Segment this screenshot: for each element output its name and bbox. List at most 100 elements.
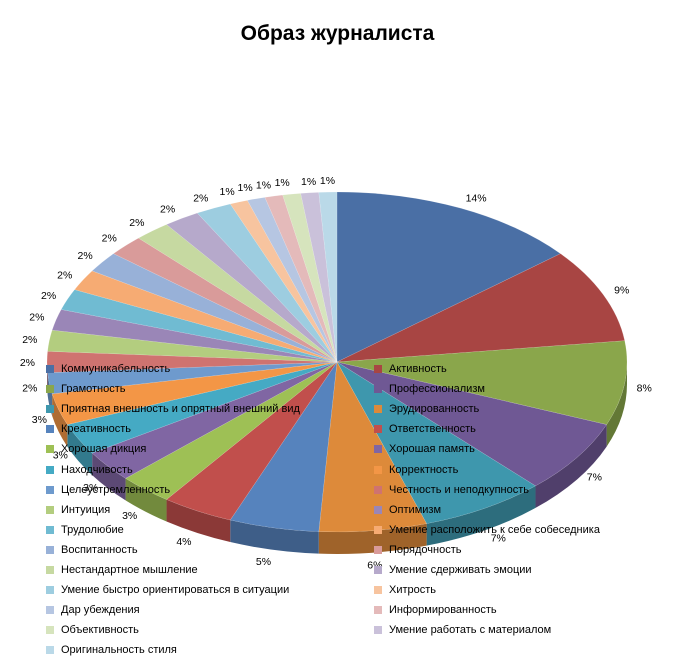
pie-slice-1	[336, 191, 561, 363]
pie-slice-2	[336, 253, 626, 363]
pie-slice-11	[66, 361, 338, 454]
legend-swatch	[46, 566, 54, 574]
legend-label: Объективность	[61, 624, 139, 637]
data-label-12: 3%	[32, 414, 47, 426]
data-label-10: 3%	[83, 482, 98, 494]
legend-label: Находчивость	[61, 463, 133, 476]
data-label-28: 1%	[301, 176, 316, 188]
legend-label: Умение работать с материалом	[389, 624, 552, 637]
pie-slice-6	[318, 361, 428, 533]
pie-slice-side-4	[535, 424, 607, 508]
legend-label: Нестандартное мышление	[61, 564, 198, 576]
pie-slice-19	[91, 253, 338, 363]
legend-label: Дар убеждения	[61, 604, 140, 617]
legend-label: Информированность	[389, 604, 497, 617]
legend-swatch	[374, 606, 382, 615]
legend-label: Умение расположить к себе собеседника	[389, 523, 600, 536]
data-label-25: 1%	[238, 182, 253, 194]
legend-swatch	[374, 525, 382, 534]
data-label-24: 1%	[220, 186, 235, 198]
legend-swatch	[374, 545, 382, 554]
legend-swatch	[46, 545, 54, 554]
pie-slice-27	[282, 193, 338, 363]
data-label-15: 2%	[22, 334, 37, 346]
data-label-26: 1%	[256, 179, 271, 191]
legend-swatch	[46, 425, 54, 434]
legend-swatch	[46, 525, 54, 534]
legend-label: Трудолюбие	[61, 523, 124, 536]
pie-slice-17	[60, 289, 338, 363]
legend-swatch	[374, 626, 382, 635]
pie-slice-side-8	[166, 499, 231, 543]
legend-label: Умение сдерживать эмоции	[389, 564, 532, 576]
legend-label: Ответственность	[389, 423, 476, 436]
pie-slice-side-3	[606, 362, 627, 447]
data-label-23: 2%	[193, 192, 208, 204]
pie-slice-29	[318, 191, 338, 363]
legend-swatch	[46, 465, 54, 474]
data-label-8: 4%	[176, 536, 191, 548]
pie-slice-4	[336, 361, 608, 487]
legend-swatch	[374, 465, 382, 474]
pie-slice-side-7	[230, 520, 319, 554]
data-label-2: 9%	[614, 285, 629, 297]
legend-label: Эрудированность	[389, 403, 480, 416]
pie-slice-22	[166, 212, 338, 363]
pie-slice-5	[336, 361, 537, 524]
legend-swatch	[374, 586, 382, 595]
data-label-29: 1%	[320, 175, 335, 187]
pie-slice-side-6	[318, 523, 427, 554]
pie-slice-side-10	[92, 453, 126, 501]
pie-slice-side-13	[47, 372, 53, 416]
data-label-20: 2%	[102, 232, 117, 244]
pie-slice-side-11	[67, 424, 93, 476]
pie-slice-9	[125, 361, 338, 500]
legend-label: Оригинальность стиля	[61, 644, 177, 657]
legend-swatch	[46, 485, 54, 494]
legend-label: Хорошая дикция	[61, 443, 147, 456]
pie-slice-12	[51, 361, 338, 425]
pie-slice-16	[51, 309, 338, 363]
data-label-4: 7%	[587, 472, 602, 484]
legend-swatch	[374, 385, 382, 394]
data-label-13: 2%	[22, 383, 37, 395]
data-label-19: 2%	[77, 250, 92, 262]
data-label-21: 2%	[129, 217, 144, 229]
pie-slice-15	[47, 329, 338, 363]
legend-swatch	[46, 646, 54, 655]
data-label-14: 2%	[20, 357, 35, 369]
legend-swatch	[374, 485, 382, 494]
data-label-7: 5%	[256, 556, 271, 568]
legend-label: Креативность	[61, 423, 132, 436]
legend-label: Честность и неподкупность	[389, 483, 530, 496]
pie-slice-20	[113, 237, 338, 363]
legend-label: Хитрость	[389, 584, 437, 597]
legend-swatch	[46, 365, 54, 373]
legend-label: Профессионализм	[389, 383, 485, 396]
pie-slice-24	[229, 200, 338, 363]
pie-slice-side-5	[426, 485, 536, 546]
legend-swatch	[374, 566, 382, 574]
pie-slice-10	[91, 361, 338, 479]
legend-swatch	[374, 405, 382, 414]
legend-swatch	[374, 425, 382, 434]
pie-slice-side-9	[125, 478, 167, 522]
data-label-5: 7%	[491, 533, 506, 545]
legend-swatch	[46, 405, 54, 414]
legend-label: Воспитанность	[61, 543, 138, 556]
legend-swatch	[46, 626, 54, 635]
legend-label: Корректность	[389, 463, 459, 476]
pie-slice-7	[229, 361, 338, 532]
pie-slice-8	[166, 361, 338, 521]
legend-label: Коммуникабельность	[61, 363, 171, 375]
legend-swatch	[46, 586, 54, 595]
legend-label: Грамотность	[61, 383, 126, 396]
pie-slice-26	[264, 194, 338, 363]
legend-swatch	[374, 505, 382, 514]
data-label-1: 14%	[466, 192, 487, 204]
data-label-27: 1%	[275, 177, 290, 189]
legend-swatch	[46, 445, 54, 454]
legend-swatch	[374, 365, 382, 373]
pie-slice-23	[196, 203, 338, 363]
